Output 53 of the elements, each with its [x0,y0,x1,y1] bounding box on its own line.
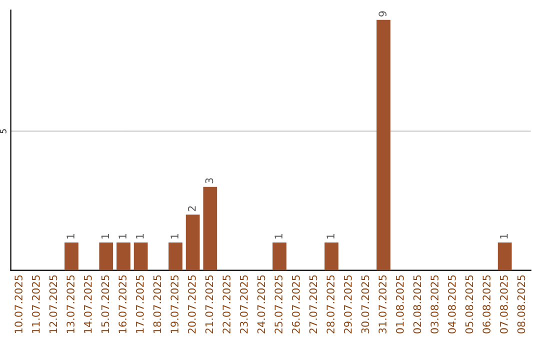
x-tick-label: 13.07.2025 [66,275,74,333]
x-tick-label: 15.07.2025 [101,275,110,333]
x-tick-label: 19.07.2025 [170,275,178,333]
data-label: 1 [500,234,508,239]
bar [376,20,390,270]
x-tick-label: 21.07.2025 [205,275,214,334]
y-tick-label: 5 [0,129,6,134]
data-label: 1 [326,234,334,239]
bar [272,242,286,270]
data-label: 1 [118,234,126,239]
x-tick-label: 05.08.2025 [465,275,474,334]
data-label: 9 [378,11,387,17]
data-label: 1 [66,234,74,239]
x-tick-label: 18.07.2025 [153,275,162,333]
x-tick-label: 31.07.2025 [378,275,387,334]
x-tick-label: 06.08.2025 [482,275,491,334]
data-label: 1 [274,234,282,239]
data-label: 2 [188,206,196,212]
x-tick-label: 04.08.2025 [448,275,456,334]
data-label: 1 [136,234,144,239]
x-tick-label: 02.08.2025 [413,275,422,334]
bar [186,214,200,270]
bar [116,242,130,270]
x-tick-label: 16.07.2025 [118,275,126,333]
x-tick-label: 30.07.2025 [361,275,370,334]
bar [64,242,78,270]
x-tick-label: 01.08.2025 [396,275,404,334]
x-tick-label: 26.07.2025 [292,275,300,334]
x-tick-label: 07.08.2025 [500,275,508,334]
x-tick-label: 20.07.2025 [188,275,196,334]
data-label: 3 [205,178,214,184]
x-tick-label: 28.07.2025 [326,275,334,334]
x-tick-label: 10.07.2025 [14,275,22,333]
data-label: 1 [101,234,110,239]
data-label: 1 [170,234,178,239]
x-tick-label: 12.07.2025 [49,275,58,333]
bar [99,242,114,270]
x-tick-label: 03.08.2025 [430,275,439,334]
x-tick-label: 27.07.2025 [309,275,318,334]
bar [324,242,338,270]
bar [168,242,182,270]
x-tick-label: 24.07.2025 [257,275,266,334]
x-tick-label: 08.08.2025 [517,275,526,334]
bar [203,186,218,270]
x-tick-label: 29.07.2025 [344,275,352,334]
bar [498,242,512,270]
x-tick-label: 14.07.2025 [84,275,92,333]
x-tick-label: 23.07.2025 [240,275,248,334]
bar [134,242,148,270]
x-tick-label: 22.07.2025 [222,275,230,334]
x-tick-label: 11.07.2025 [32,275,40,333]
x-tick-label: 17.07.2025 [136,275,144,333]
x-tick-label: 25.07.2025 [274,275,282,334]
